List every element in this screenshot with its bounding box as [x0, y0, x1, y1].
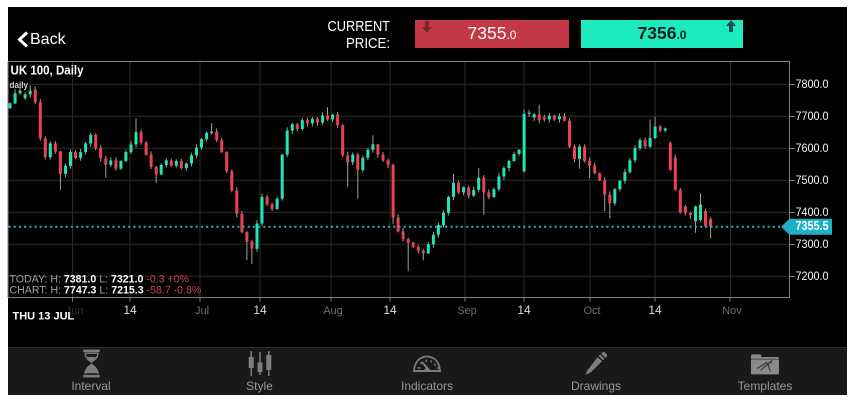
- svg-text:Aug: Aug: [323, 305, 343, 317]
- svg-text:14: 14: [648, 303, 662, 317]
- svg-text:CURRENT: CURRENT: [328, 19, 391, 35]
- svg-text:THU 13 JUL: THU 13 JUL: [13, 311, 75, 323]
- svg-text:14: 14: [253, 303, 267, 317]
- svg-text:Jun: Jun: [66, 305, 84, 317]
- svg-text:14: 14: [123, 303, 137, 317]
- svg-text:7400.0: 7400.0: [796, 205, 829, 219]
- svg-text:7700.0: 7700.0: [796, 109, 829, 123]
- svg-text:7800.0: 7800.0: [796, 77, 829, 91]
- svg-text:7355.5: 7355.5: [796, 219, 829, 233]
- svg-text:7300.0: 7300.0: [796, 237, 829, 251]
- svg-text:Nov: Nov: [722, 305, 742, 317]
- svg-text:CHART: H: 7747.3 L: 7215.3 -: CHART: H: 7747.3 L: 7215.3 -58.7 -0.8%: [10, 285, 202, 297]
- svg-text:TODAY: H: 7381.0 L: 7321.0 -: TODAY: H: 7381.0 L: 7321.0 -0.3 +0%: [10, 274, 190, 286]
- svg-text:Sep: Sep: [457, 305, 477, 317]
- svg-text:7500.0: 7500.0: [796, 173, 829, 187]
- svg-text:daily: daily: [10, 80, 29, 91]
- svg-text:14: 14: [517, 303, 531, 317]
- svg-text:Jul: Jul: [195, 305, 209, 317]
- svg-text:PRICE:: PRICE:: [346, 36, 390, 52]
- svg-text:14: 14: [383, 303, 397, 317]
- svg-text:7200.0: 7200.0: [796, 269, 829, 283]
- svg-text:UK 100, Daily: UK 100, Daily: [11, 63, 85, 78]
- svg-text:7600.0: 7600.0: [796, 141, 829, 155]
- svg-text:Oct: Oct: [583, 305, 600, 317]
